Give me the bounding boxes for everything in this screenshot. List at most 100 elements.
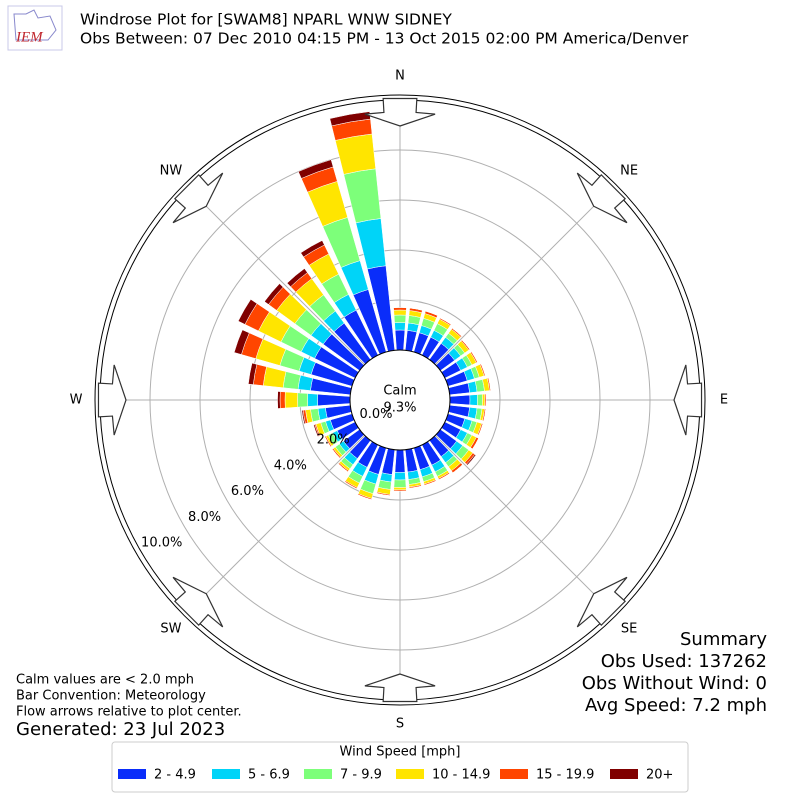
wind-bar [284,391,299,409]
wind-bar [394,329,406,351]
compass-arrow [576,172,628,224]
wind-bar [279,391,286,409]
wind-bar [439,317,452,325]
legend-label: 7 - 9.9 [340,768,382,783]
compass-label: NE [620,163,638,178]
legend-swatch [304,769,332,779]
wind-bar [277,391,281,409]
calm-value: 9.3% [383,401,416,416]
wind-bar [471,351,478,363]
radial-grid [435,435,613,613]
wind-bar [393,307,407,311]
radial-tick-label: 6.0% [231,484,264,499]
wind-bar [394,322,406,331]
calm-circle [349,349,451,451]
radial-tick-label: 4.0% [274,458,307,473]
legend-box [111,741,689,793]
note: Bar Convention: Meteorology [16,689,206,704]
legend-swatch [118,769,146,779]
wind-bar [393,479,407,488]
legend-label: 2 - 4.9 [154,768,196,783]
legend-swatch [500,769,528,779]
radial-tick-label: 0.0% [359,407,392,422]
radial-tick-label: 8.0% [188,510,221,525]
wind-bar [262,366,287,388]
logo-text: IEM [15,29,44,45]
legend-label: 10 - 14.9 [432,768,490,783]
wind-bar [300,240,325,258]
wind-bar [264,283,284,305]
wind-bar [286,268,308,288]
wind-bar [394,472,406,481]
wind-bar [233,329,250,355]
radial-tick-label: 10.0% [141,536,182,551]
wind-bar [248,362,258,385]
legend-swatch [610,769,638,779]
note: Flow arrows relative to plot center. [16,705,242,720]
compass-arrow [576,576,628,628]
logo-map [13,9,57,41]
compass-arrow [364,97,436,127]
calm-label: Calm [383,384,416,399]
wind-bar [480,363,486,376]
compass-label: W [70,393,83,408]
wind-bar [334,133,376,175]
logo-frame [7,5,63,51]
summary-line: Avg Speed: 7.2 mph [585,695,767,716]
wind-bar [466,454,477,466]
wind-bar [394,449,406,473]
radial-tick-label: 2.0% [317,433,350,448]
compass-label: S [396,717,404,732]
wind-bar [282,371,301,390]
wind-bar [393,309,407,316]
note: Calm values are < 2.0 mph [16,673,194,688]
wind-bar [297,159,334,179]
radial-grid [187,435,365,613]
compass-label: N [395,69,405,84]
wind-bar [343,168,382,224]
wind-bar [237,298,258,325]
wind-bar [313,424,320,437]
radial-grid [187,187,365,365]
compass-arrow [97,364,127,436]
legend-label: 5 - 6.9 [248,768,290,783]
wind-bar [482,393,486,407]
compass-arrow [172,576,224,628]
wind-bar [425,310,438,316]
summary-line: Obs Without Wind: 0 [582,673,767,694]
wind-bar [317,393,351,407]
legend-label: 20+ [646,768,673,783]
wind-bar [449,394,471,406]
wind-bar [301,409,306,425]
radial-grid [435,187,613,365]
generated: Generated: 23 Jul 2023 [16,719,225,740]
wind-bar [393,487,407,491]
chart-title: Windrose Plot for [SWAM8] NPARL WNW SIDN… [80,11,452,29]
wind-bar [409,485,422,489]
compass-arrow [172,172,224,224]
summary-line: Obs Used: 137262 [601,651,767,672]
wind-bar [324,436,331,447]
compass-label: NW [160,163,183,178]
compass-arrow [673,364,703,436]
compass-label: SE [621,622,637,637]
legend-swatch [212,769,240,779]
compass-label: SW [160,622,181,637]
outer-ring [94,94,706,706]
legend-label: 15 - 19.9 [536,768,594,783]
compass-label: E [720,393,728,408]
legend-swatch [396,769,424,779]
wind-bar [472,438,479,450]
wind-bar [329,111,371,127]
wind-bar [469,394,478,406]
wind-bar [393,314,407,323]
summary-line: Summary [680,629,767,650]
legend-title: Wind Speed [mph] [340,745,461,760]
compass-arrow [364,673,436,703]
wind-bar [307,393,318,407]
wind-bar [332,449,340,459]
wind-bar [297,392,308,408]
wind-bar [477,393,483,407]
chart-subtitle: Obs Between: 07 Dec 2010 04:15 PM - 13 O… [80,30,689,48]
